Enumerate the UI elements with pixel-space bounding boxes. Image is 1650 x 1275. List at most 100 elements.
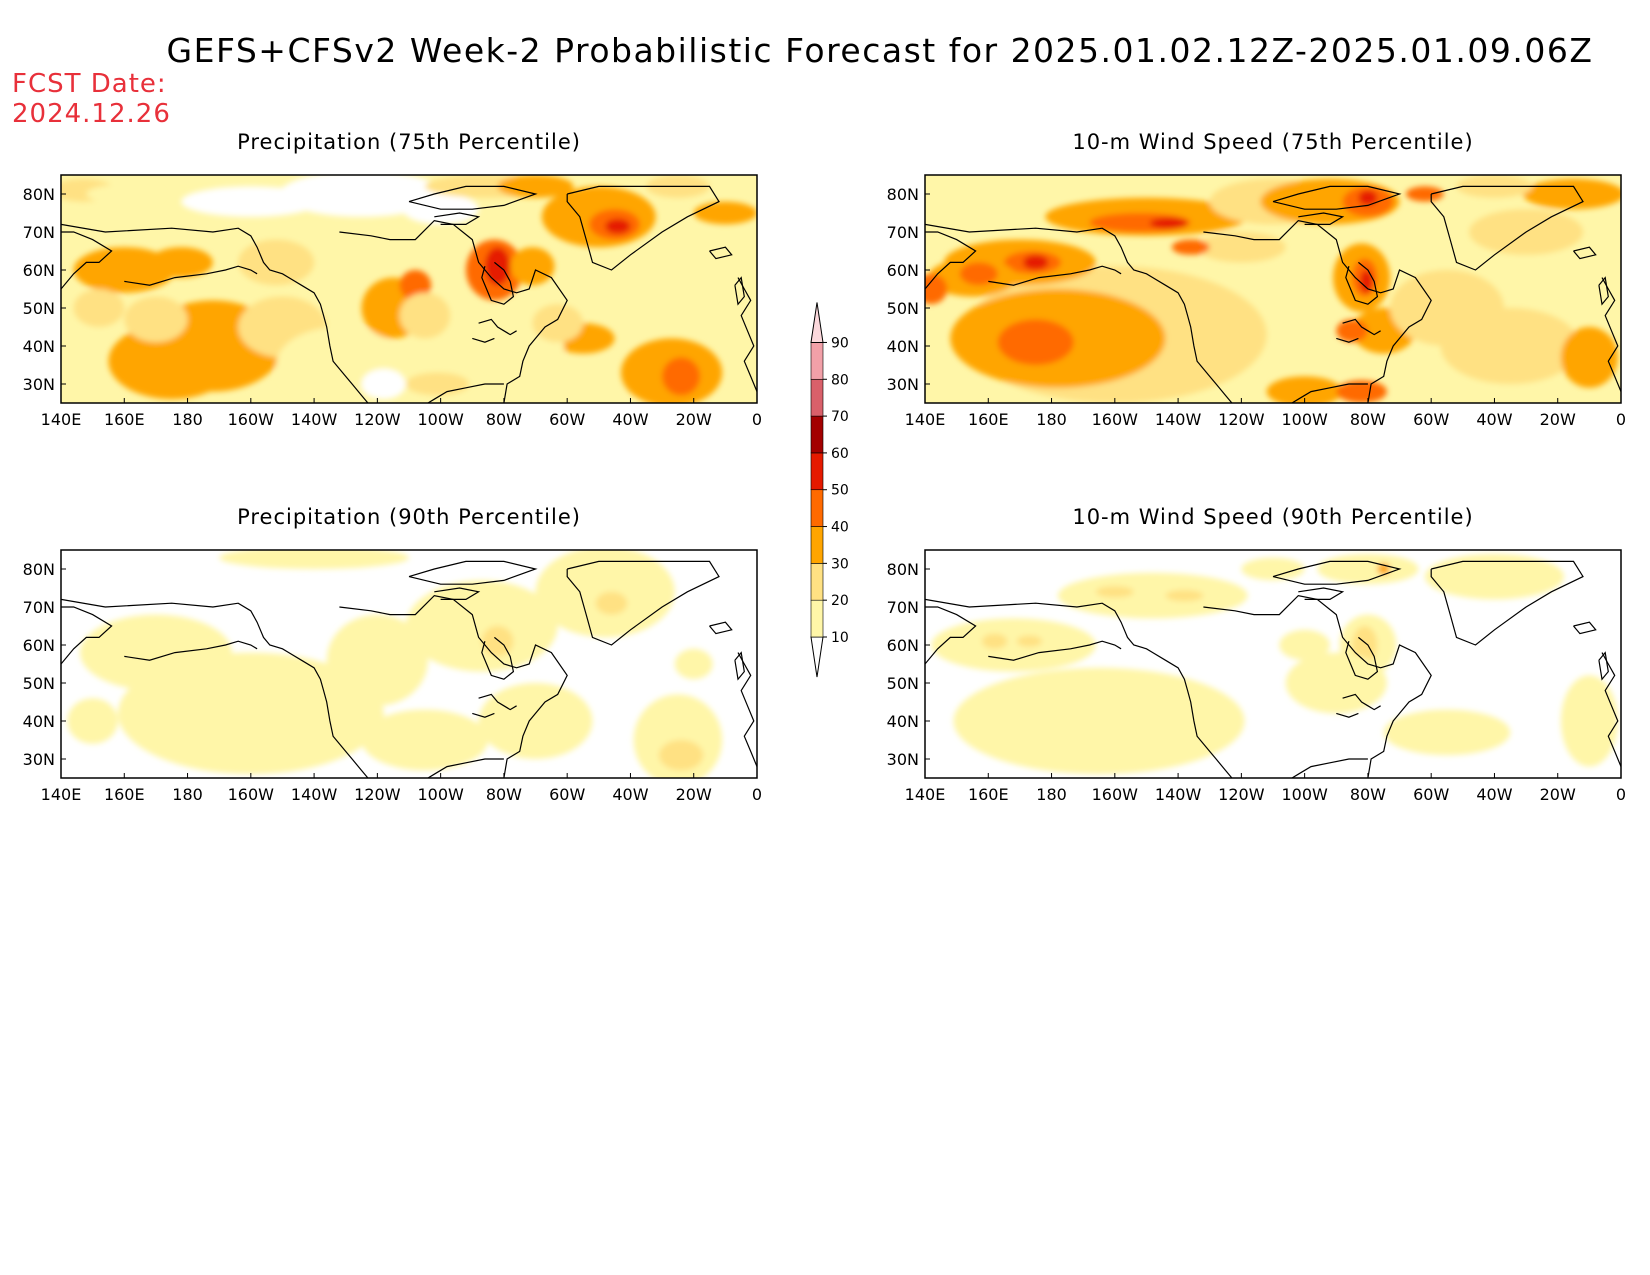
coastline	[434, 587, 481, 601]
probability-contour	[1285, 652, 1387, 714]
lon-tick-label: 100W	[1281, 410, 1328, 429]
probability-contour	[605, 218, 631, 234]
lon-tick-label: 160W	[1092, 410, 1139, 429]
coastline	[61, 598, 369, 778]
lon-tick-label: 40W	[1476, 410, 1512, 429]
probability-contour	[481, 626, 514, 657]
lon-tick-label: 160E	[104, 410, 145, 429]
map-panel-3: Precipitation (90th Percentile) 80N 70N 60N…	[23, 505, 762, 804]
shaded-field	[925, 550, 1621, 778]
colorbar-swatch	[810, 599, 824, 638]
probability-contour	[497, 175, 574, 198]
lon-tick-label: 60W	[549, 785, 585, 804]
map-frame	[60, 174, 758, 404]
coastline	[61, 606, 113, 665]
coastline	[734, 651, 745, 681]
lon-tick-label: 80W	[486, 410, 522, 429]
coastline	[988, 640, 1122, 661]
lat-tick-label: 50N	[23, 674, 55, 693]
lon-tick-label: 0	[1616, 785, 1626, 804]
lat-tick-label: 30N	[23, 375, 55, 394]
probability-contour	[1149, 217, 1188, 229]
coastline	[1345, 261, 1379, 305]
coastline	[1203, 594, 1432, 778]
lat-tick-label: 70N	[23, 598, 55, 617]
lat-tick-label: 30N	[887, 750, 919, 769]
probability-contour	[1266, 376, 1343, 403]
coastline	[339, 219, 568, 403]
lat-tick-label: 80N	[887, 560, 919, 579]
coastline	[925, 606, 977, 665]
probability-contour	[108, 323, 235, 400]
lon-tick-label: 160E	[968, 785, 1009, 804]
lat-tick-label: 60N	[23, 636, 55, 655]
probability-contour	[67, 698, 118, 744]
coastline	[709, 246, 733, 260]
probability-contour	[1016, 635, 1043, 647]
colorbar-label: 30	[831, 556, 849, 572]
probability-contour	[484, 247, 511, 286]
coastline	[434, 212, 481, 225]
lon-tick-label: 180	[172, 785, 203, 804]
coastline	[408, 560, 538, 585]
lat-tick-label: 70N	[887, 598, 919, 617]
lon-tick-label: 20W	[1540, 785, 1576, 804]
colorbar-label: 10	[831, 630, 849, 646]
coastline	[61, 231, 113, 290]
coastlines	[925, 560, 1621, 778]
coastline	[481, 636, 515, 680]
lon-tick-label: 80W	[486, 785, 522, 804]
coastline	[472, 712, 495, 718]
lon-tick-label: 20W	[676, 410, 712, 429]
coastline	[925, 223, 1233, 403]
coastline	[427, 383, 504, 403]
probability-contour	[925, 273, 948, 305]
coastline	[566, 560, 720, 646]
map-frame	[924, 174, 1622, 404]
probability-contour	[595, 591, 628, 615]
coastline	[478, 318, 517, 336]
probability-contour	[149, 247, 213, 278]
lon-tick-label: 80W	[1350, 785, 1386, 804]
lon-tick-label: 140E	[905, 410, 946, 429]
probability-contour	[532, 304, 583, 343]
lat-tick-label: 40N	[887, 712, 919, 731]
coastlines	[61, 185, 757, 403]
probability-contour	[361, 368, 406, 400]
coastline	[124, 265, 258, 286]
coastline	[925, 598, 1233, 778]
lon-tick-label: 60W	[1413, 785, 1449, 804]
probability-contour	[535, 550, 675, 638]
coastline	[478, 693, 517, 711]
coastline	[1272, 185, 1402, 210]
coastline	[734, 276, 745, 306]
probability-contour	[1522, 178, 1621, 210]
panel-title: Precipitation (90th Percentile)	[237, 505, 581, 529]
lon-tick-label: 140W	[1155, 410, 1202, 429]
probability-contour	[1560, 675, 1618, 767]
lon-tick-label: 140W	[291, 785, 338, 804]
lat-tick-label: 70N	[23, 223, 55, 242]
coastline	[472, 337, 495, 343]
probability-contour	[1360, 270, 1373, 293]
lat-tick-label: 80N	[23, 185, 55, 204]
lon-tick-label: 140E	[905, 785, 946, 804]
shaded-field	[61, 550, 757, 778]
colorbar-swatch	[810, 489, 824, 527]
probability-contour	[79, 614, 232, 691]
probability-contour	[73, 289, 125, 327]
coastline	[1272, 560, 1402, 585]
colorbar: 10 20 30 40 50 60 70 80 90	[810, 302, 849, 678]
lon-tick-label: 160W	[228, 410, 275, 429]
coastline	[1598, 276, 1609, 306]
lon-tick-label: 140W	[1155, 785, 1202, 804]
probability-contour	[693, 201, 757, 225]
lon-tick-label: 40W	[612, 410, 648, 429]
lon-tick-label: 100W	[417, 410, 464, 429]
lon-tick-label: 140E	[41, 410, 82, 429]
coastline	[339, 594, 568, 778]
coastline	[709, 621, 733, 635]
lon-tick-label: 60W	[1413, 410, 1449, 429]
lon-tick-label: 20W	[676, 785, 712, 804]
probability-contour	[1279, 629, 1330, 661]
